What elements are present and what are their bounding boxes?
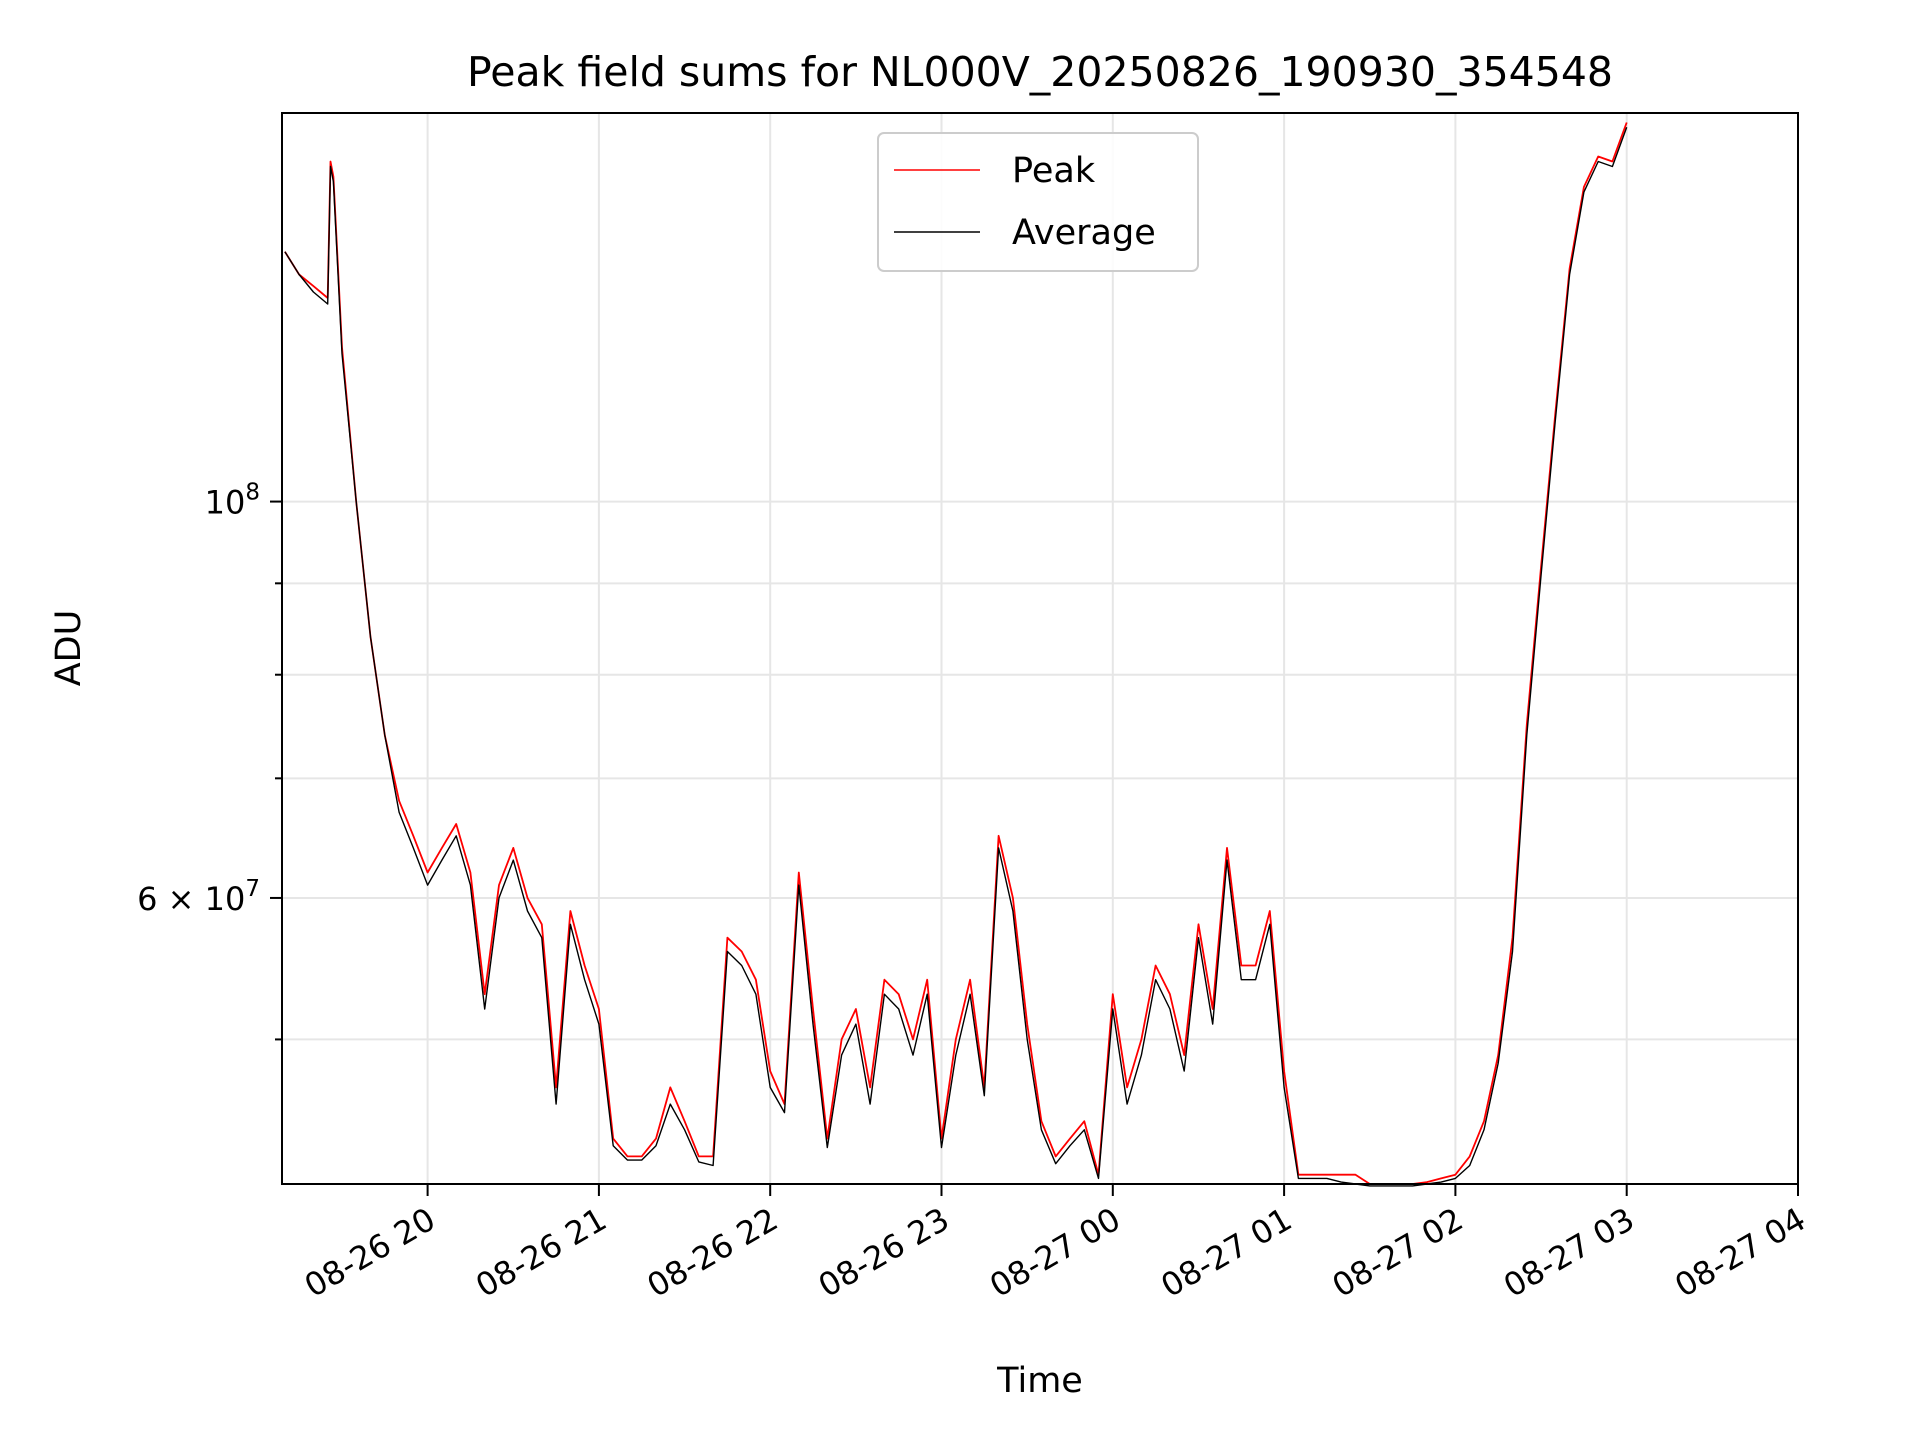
chart-title: Peak field sums for NL000V_20250826_1909… xyxy=(467,48,1613,96)
y-axis: 108 6 × 107 xyxy=(137,480,282,1041)
series-line-average xyxy=(284,126,1628,1187)
y-tick-base: 10 xyxy=(205,484,246,522)
legend-label-average: Average xyxy=(1012,213,1156,253)
y-tick-exponent: 8 xyxy=(245,480,260,506)
legend-label-peak: Peak xyxy=(1012,151,1096,191)
legend-box xyxy=(877,132,1199,272)
plot-frame xyxy=(281,112,1799,1185)
y-tick-label: 108 xyxy=(205,480,260,522)
y-tick-exponent: 7 xyxy=(245,876,260,902)
y-axis-label: ADU xyxy=(49,610,89,687)
y-tick-base: 6 × 10 xyxy=(137,880,245,918)
legend: Peak Average xyxy=(877,132,1199,272)
y-tick-label: 6 × 107 xyxy=(137,876,260,918)
x-axis-label: Time xyxy=(996,1361,1083,1401)
